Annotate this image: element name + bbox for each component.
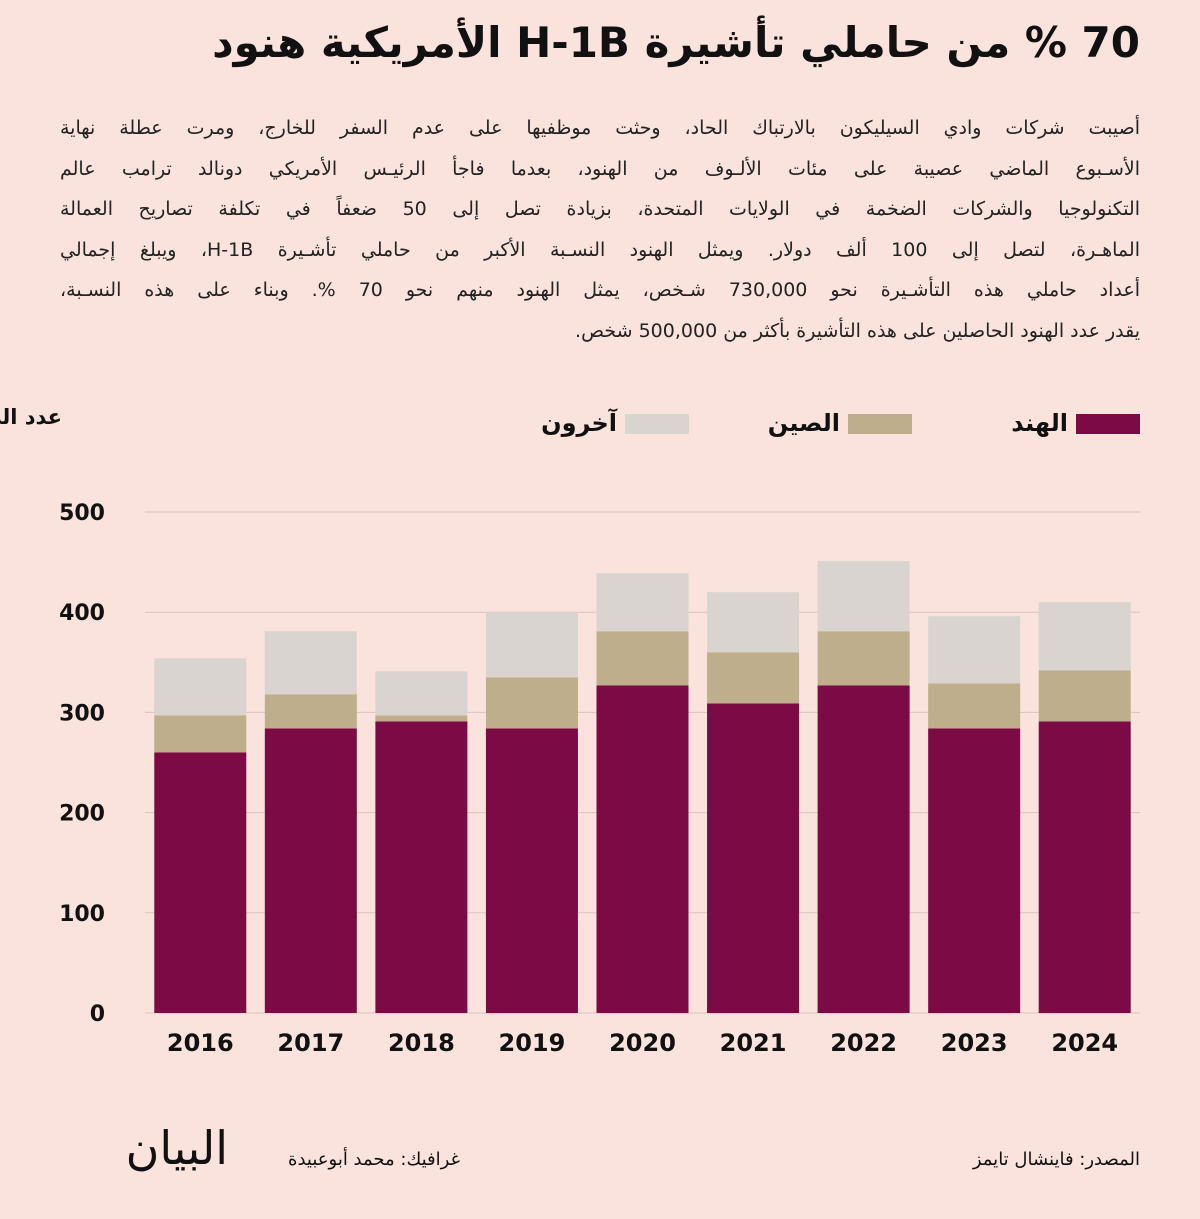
y-tick-label: 500 [59,501,105,526]
title: 70 % من حاملي تأشيرة H-1B الأمريكية هنود [212,18,1140,67]
description-line: يقدر عدد الهنود الحاصلين على هذه التأشير… [575,319,1140,342]
bar-segment [596,631,689,686]
y-tick-label: 300 [59,701,105,726]
x-tick-label: 2018 [388,1029,455,1057]
bar-segment [707,703,800,1013]
legend-label: الصين [768,409,840,437]
source: المصدر: فاينشال تايمز [972,1149,1140,1170]
y-tick-label: 0 [90,1002,105,1027]
legend-label: الهند [1011,409,1068,437]
y-tick-label: 100 [59,902,105,927]
bar-segment [928,616,1021,684]
bar-segment [1038,670,1131,722]
bar-segment [817,631,910,686]
description-line: أعداد حاملي هذه التأشـيرة نحو 730,000 شـ… [60,279,1141,301]
bar-segment [264,631,357,695]
bar-segment [817,685,910,1013]
description: أصيبت شركات وادي السيليكون بالارتباك الح… [60,108,1140,351]
x-tick-label: 2024 [1051,1029,1118,1057]
y-tick-label: 200 [59,802,105,827]
legend-swatch [625,414,689,434]
credit: غرافيك: محمد أبوعبيدة [288,1147,460,1170]
x-tick-label: 2017 [277,1029,344,1057]
bar-segment [707,592,800,653]
legend-swatch [1076,414,1140,434]
x-tick-label: 2023 [941,1029,1008,1057]
x-tick-label: 2019 [499,1029,566,1057]
bar-segment [154,752,247,1013]
bar-segment [375,715,468,722]
bar-segment [707,652,800,704]
bar-segment [485,612,578,678]
bar-segment [928,728,1021,1013]
bar-segment [264,728,357,1013]
bar-segment [485,728,578,1013]
bar-segment [154,715,247,753]
x-tick-label: 2020 [609,1029,676,1057]
x-tick-label: 2022 [830,1029,897,1057]
bar-segment [375,671,468,716]
logo: البيان [126,1121,228,1175]
bar-segment [154,658,247,716]
bar-segment [596,685,689,1013]
bar-segment [928,683,1021,729]
bar-segment [1038,602,1131,671]
y-tick-label: 400 [59,601,105,626]
description-line: الأسـبوع الماضي عصيبة على مئات الألـوف م… [60,157,1140,180]
legend-swatch [848,414,912,434]
description-line: أصيبت شركات وادي السيليكون بالارتباك الح… [60,117,1140,139]
bar-segment [375,721,468,1013]
x-tick-label: 2021 [720,1029,787,1057]
bar-segment [596,573,689,632]
bar-segment [1038,721,1131,1013]
description-line: التكنولوجيا والشركات الضخمة في الولايات … [60,198,1141,220]
x-tick-label: 2016 [167,1029,234,1057]
description-line: الماهـرة، لتصل إلى 100 ألف دولار. ويمثل … [60,238,1140,261]
bar-segment [817,561,910,632]
bar-segment [264,694,357,729]
legend-label: آخرون [541,408,618,437]
bar-segment [485,677,578,729]
y-axis-label: عدد الطلبات المقبولة: بالآلاف [0,405,62,429]
